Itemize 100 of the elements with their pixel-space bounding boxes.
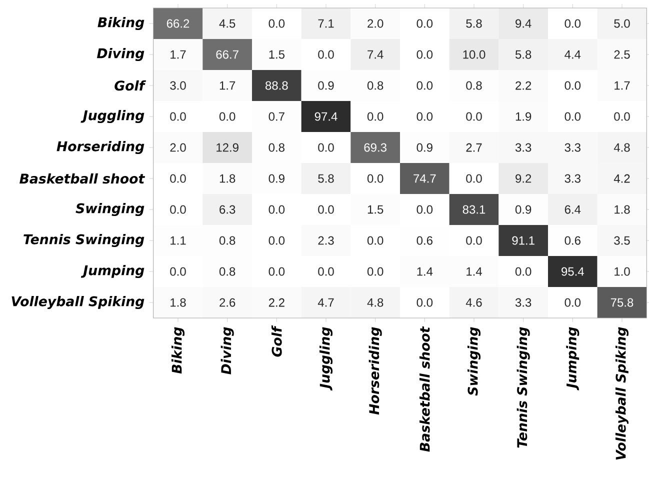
data-label: 0.0 [416,298,433,307]
data-label: 2.2 [516,81,532,90]
data-label: 0.0 [367,174,384,183]
data-label: 0.0 [367,112,384,121]
data-label: 4.5 [219,19,236,28]
data-label: 2.0 [368,19,384,28]
y-tick-label: Diving [96,48,144,62]
x-tick-label: Juggling [319,327,333,391]
data-label: 0.0 [614,112,630,121]
data-label: 83.1 [462,205,486,214]
data-label: 91.1 [512,236,534,245]
data-label: 1.5 [368,205,384,214]
data-label: 0.0 [564,19,581,28]
data-label: 0.0 [170,267,186,276]
data-label: 4.4 [564,50,581,59]
x-tick-label: Biking [171,327,185,374]
data-label: 0.6 [564,236,580,245]
data-label: 3.0 [170,81,186,90]
y-tick-label: Swinging [76,202,144,216]
data-label: 0.8 [219,236,236,245]
y-tick-label: Basketball shoot [20,173,146,184]
data-label: 0.0 [515,267,532,276]
data-label: 0.0 [268,236,285,245]
data-label: 1.7 [170,50,186,59]
data-label: 0.0 [416,19,433,28]
data-label: 69.3 [364,143,386,152]
data-label: 5.8 [515,50,532,59]
data-label: 74.7 [414,174,436,183]
data-label: 0.9 [268,174,284,183]
data-label: 7.4 [368,50,384,59]
data-label: 0.0 [268,19,285,28]
data-label: 0.9 [515,205,532,214]
data-label: 3.3 [515,143,532,152]
data-label: 0.0 [564,112,581,121]
data-label: 0.6 [416,236,432,245]
data-label: 0.0 [318,267,334,276]
data-label: 0.0 [416,205,433,214]
data-label: 0.7 [268,112,284,121]
data-label: 1.8 [614,205,630,214]
data-label: 0.8 [219,267,236,276]
data-label: 0.8 [268,143,284,152]
data-label: 0.9 [318,81,334,90]
data-label: 0.0 [170,112,186,121]
y-tick-label: Horseriding [56,140,144,154]
data-label: 5.8 [318,174,334,183]
x-tick-label: Volleyball Spiking [615,327,629,460]
data-label: 4.6 [466,298,482,307]
data-label: 0.0 [268,205,285,214]
data-label: 66.7 [216,50,238,59]
x-tick-label: Basketball shoot [419,326,430,452]
data-label: 10.0 [463,50,486,59]
data-label: 0.0 [564,298,581,307]
data-label: 6.4 [564,205,581,214]
data-label: 9.4 [516,19,532,28]
data-label: 1.4 [466,267,482,276]
data-label: 5.0 [614,19,630,28]
y-tick-label: Tennis Swinging [24,234,144,248]
data-label: 75.8 [610,298,634,307]
data-label: 2.6 [220,298,236,307]
data-label: 1.8 [170,298,186,307]
data-label: 1.7 [220,81,236,90]
data-label: 0.0 [564,81,581,90]
data-label: 2.7 [466,143,482,152]
data-label: 12.9 [216,143,238,152]
x-tick-label: Jumping [566,327,580,390]
x-tick-label: Horseriding [368,327,382,415]
data-label: 3.3 [564,143,580,152]
y-tick-label: Juggling [80,110,144,124]
y-tick-label: Jumping [80,264,144,278]
data-label: 5.8 [466,19,482,28]
data-label: 97.4 [314,112,338,121]
data-label: 4.2 [614,174,630,183]
y-tick-label: Volleyball Spiking [12,296,144,310]
data-label: 0.0 [170,174,186,183]
data-label: 3.3 [515,298,532,307]
data-label: 0.0 [466,236,482,245]
data-label: 2.0 [170,143,186,152]
data-label: 4.7 [318,298,334,307]
data-label: 0.0 [268,267,285,276]
data-label: 88.8 [266,81,288,90]
data-label: 0.0 [170,205,186,214]
data-label: 0.0 [416,50,433,59]
data-label: 1.7 [614,81,630,90]
data-label: 6.3 [220,205,236,214]
data-label: 1.5 [269,50,285,59]
data-label: 0.0 [466,174,482,183]
x-tick-label: Diving [220,327,234,374]
data-label: 0.0 [318,205,334,214]
y-tick-label: Golf [114,80,146,91]
data-label: 0.0 [219,112,236,121]
data-label: 0.0 [416,81,433,90]
data-label: 0.0 [416,112,433,121]
data-label: 0.0 [367,267,384,276]
data-label: 2.2 [268,298,284,307]
data-label: 9.2 [516,174,532,183]
data-label: 4.8 [367,298,384,307]
y-tick-label: Biking [98,16,144,30]
data-label: 1.4 [417,267,433,276]
data-label: 0.0 [367,236,384,245]
data-label: 0.8 [367,81,384,90]
